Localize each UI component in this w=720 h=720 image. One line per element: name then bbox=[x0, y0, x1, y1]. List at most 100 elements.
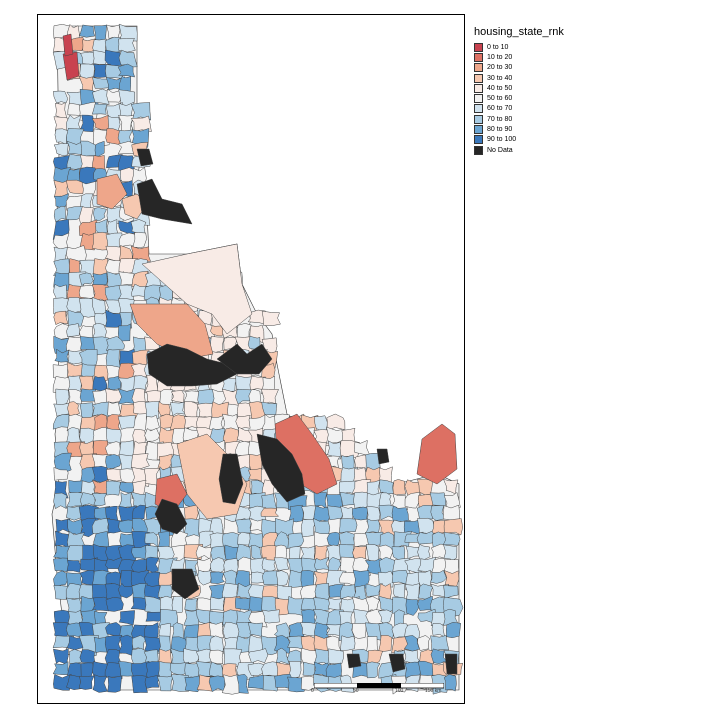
map-region[interactable] bbox=[68, 649, 83, 664]
map-region[interactable] bbox=[66, 559, 81, 573]
map-region[interactable] bbox=[96, 173, 128, 210]
map-region[interactable] bbox=[66, 323, 80, 337]
map-region[interactable] bbox=[117, 582, 135, 599]
map-region[interactable] bbox=[443, 674, 457, 692]
map-region[interactable] bbox=[210, 325, 225, 337]
map-region[interactable] bbox=[261, 493, 278, 511]
map-region[interactable] bbox=[53, 310, 69, 325]
map-region[interactable] bbox=[184, 675, 202, 693]
map-region[interactable] bbox=[105, 427, 122, 445]
map-region[interactable] bbox=[78, 285, 96, 299]
map-region[interactable] bbox=[313, 597, 332, 612]
map-area[interactable] bbox=[37, 14, 465, 704]
map-region[interactable] bbox=[261, 609, 280, 624]
map-region[interactable] bbox=[326, 413, 346, 431]
no-data-region[interactable] bbox=[136, 178, 193, 225]
map-region[interactable] bbox=[79, 24, 96, 38]
map-region[interactable] bbox=[78, 349, 98, 367]
map-region[interactable] bbox=[417, 635, 431, 651]
map-region[interactable] bbox=[144, 674, 160, 689]
map-region[interactable] bbox=[132, 504, 146, 520]
map-region[interactable] bbox=[62, 33, 74, 57]
map-region[interactable] bbox=[92, 272, 108, 286]
map-region[interactable] bbox=[91, 103, 108, 115]
map-region[interactable] bbox=[366, 661, 381, 679]
no-data-region[interactable] bbox=[218, 453, 244, 505]
map-region[interactable] bbox=[184, 598, 198, 612]
map-region[interactable] bbox=[79, 272, 94, 287]
map-region[interactable] bbox=[91, 492, 108, 507]
map-region[interactable] bbox=[52, 661, 71, 675]
map-region[interactable] bbox=[144, 622, 159, 641]
map-region[interactable] bbox=[377, 609, 393, 624]
map-region[interactable] bbox=[92, 674, 108, 693]
map-region[interactable] bbox=[327, 505, 344, 521]
map-region[interactable] bbox=[55, 102, 68, 119]
map-region[interactable] bbox=[104, 662, 125, 680]
map-region[interactable] bbox=[430, 569, 447, 584]
map-region[interactable] bbox=[353, 491, 370, 509]
map-region[interactable] bbox=[443, 518, 463, 536]
map-region[interactable] bbox=[235, 414, 251, 430]
map-region[interactable] bbox=[300, 545, 316, 560]
map-region[interactable] bbox=[404, 492, 420, 509]
no-data-region[interactable] bbox=[171, 568, 200, 600]
map-region[interactable] bbox=[416, 505, 433, 521]
map-region[interactable] bbox=[53, 143, 69, 156]
map-region[interactable] bbox=[118, 49, 138, 68]
map-region[interactable] bbox=[300, 519, 318, 538]
map-region[interactable] bbox=[118, 220, 136, 234]
map-region[interactable] bbox=[261, 310, 281, 326]
map-region[interactable] bbox=[328, 648, 344, 665]
map-region[interactable] bbox=[118, 323, 132, 342]
map-region[interactable] bbox=[392, 479, 407, 497]
map-region[interactable] bbox=[105, 349, 121, 368]
no-data-region[interactable] bbox=[256, 433, 306, 503]
map-region[interactable] bbox=[53, 467, 69, 481]
map-region[interactable] bbox=[94, 218, 108, 235]
map-region[interactable] bbox=[248, 648, 269, 664]
map-region[interactable] bbox=[416, 423, 458, 485]
map-region[interactable] bbox=[377, 570, 395, 588]
map-region[interactable] bbox=[67, 309, 85, 327]
map-region[interactable] bbox=[209, 557, 227, 573]
map-region[interactable] bbox=[107, 675, 122, 693]
map-region[interactable] bbox=[106, 480, 121, 496]
map-region[interactable] bbox=[92, 88, 110, 105]
map-region[interactable] bbox=[53, 570, 69, 589]
map-region[interactable] bbox=[248, 532, 264, 548]
map-region[interactable] bbox=[55, 388, 70, 406]
map-region[interactable] bbox=[340, 635, 356, 651]
map-region[interactable] bbox=[288, 504, 304, 523]
map-region[interactable] bbox=[80, 492, 98, 507]
map-region[interactable] bbox=[235, 518, 253, 534]
map-region[interactable] bbox=[446, 622, 461, 639]
map-region[interactable] bbox=[288, 661, 302, 679]
map-region[interactable] bbox=[157, 584, 173, 599]
map-region[interactable] bbox=[341, 427, 356, 444]
map-region[interactable] bbox=[67, 401, 80, 417]
map-region[interactable] bbox=[351, 623, 367, 639]
map-region[interactable] bbox=[130, 115, 152, 132]
map-region[interactable] bbox=[340, 584, 357, 600]
map-region[interactable] bbox=[208, 415, 225, 431]
map-region[interactable] bbox=[145, 414, 160, 431]
map-region[interactable] bbox=[52, 363, 69, 380]
no-data-region[interactable] bbox=[388, 653, 406, 673]
map-region[interactable] bbox=[338, 518, 358, 534]
no-data-region[interactable] bbox=[346, 653, 362, 669]
map-region[interactable] bbox=[338, 531, 356, 547]
map-region[interactable] bbox=[367, 649, 383, 666]
map-region[interactable] bbox=[210, 571, 225, 584]
map-region[interactable] bbox=[170, 674, 190, 692]
map-region[interactable] bbox=[275, 570, 289, 587]
map-region[interactable] bbox=[118, 284, 134, 301]
map-region[interactable] bbox=[118, 610, 135, 626]
map-region[interactable] bbox=[132, 232, 147, 248]
map-region[interactable] bbox=[53, 452, 72, 474]
no-data-region[interactable] bbox=[376, 448, 390, 465]
map-region[interactable] bbox=[93, 24, 107, 42]
map-region[interactable] bbox=[442, 544, 458, 561]
map-region[interactable] bbox=[107, 375, 122, 391]
map-region[interactable] bbox=[105, 596, 124, 612]
